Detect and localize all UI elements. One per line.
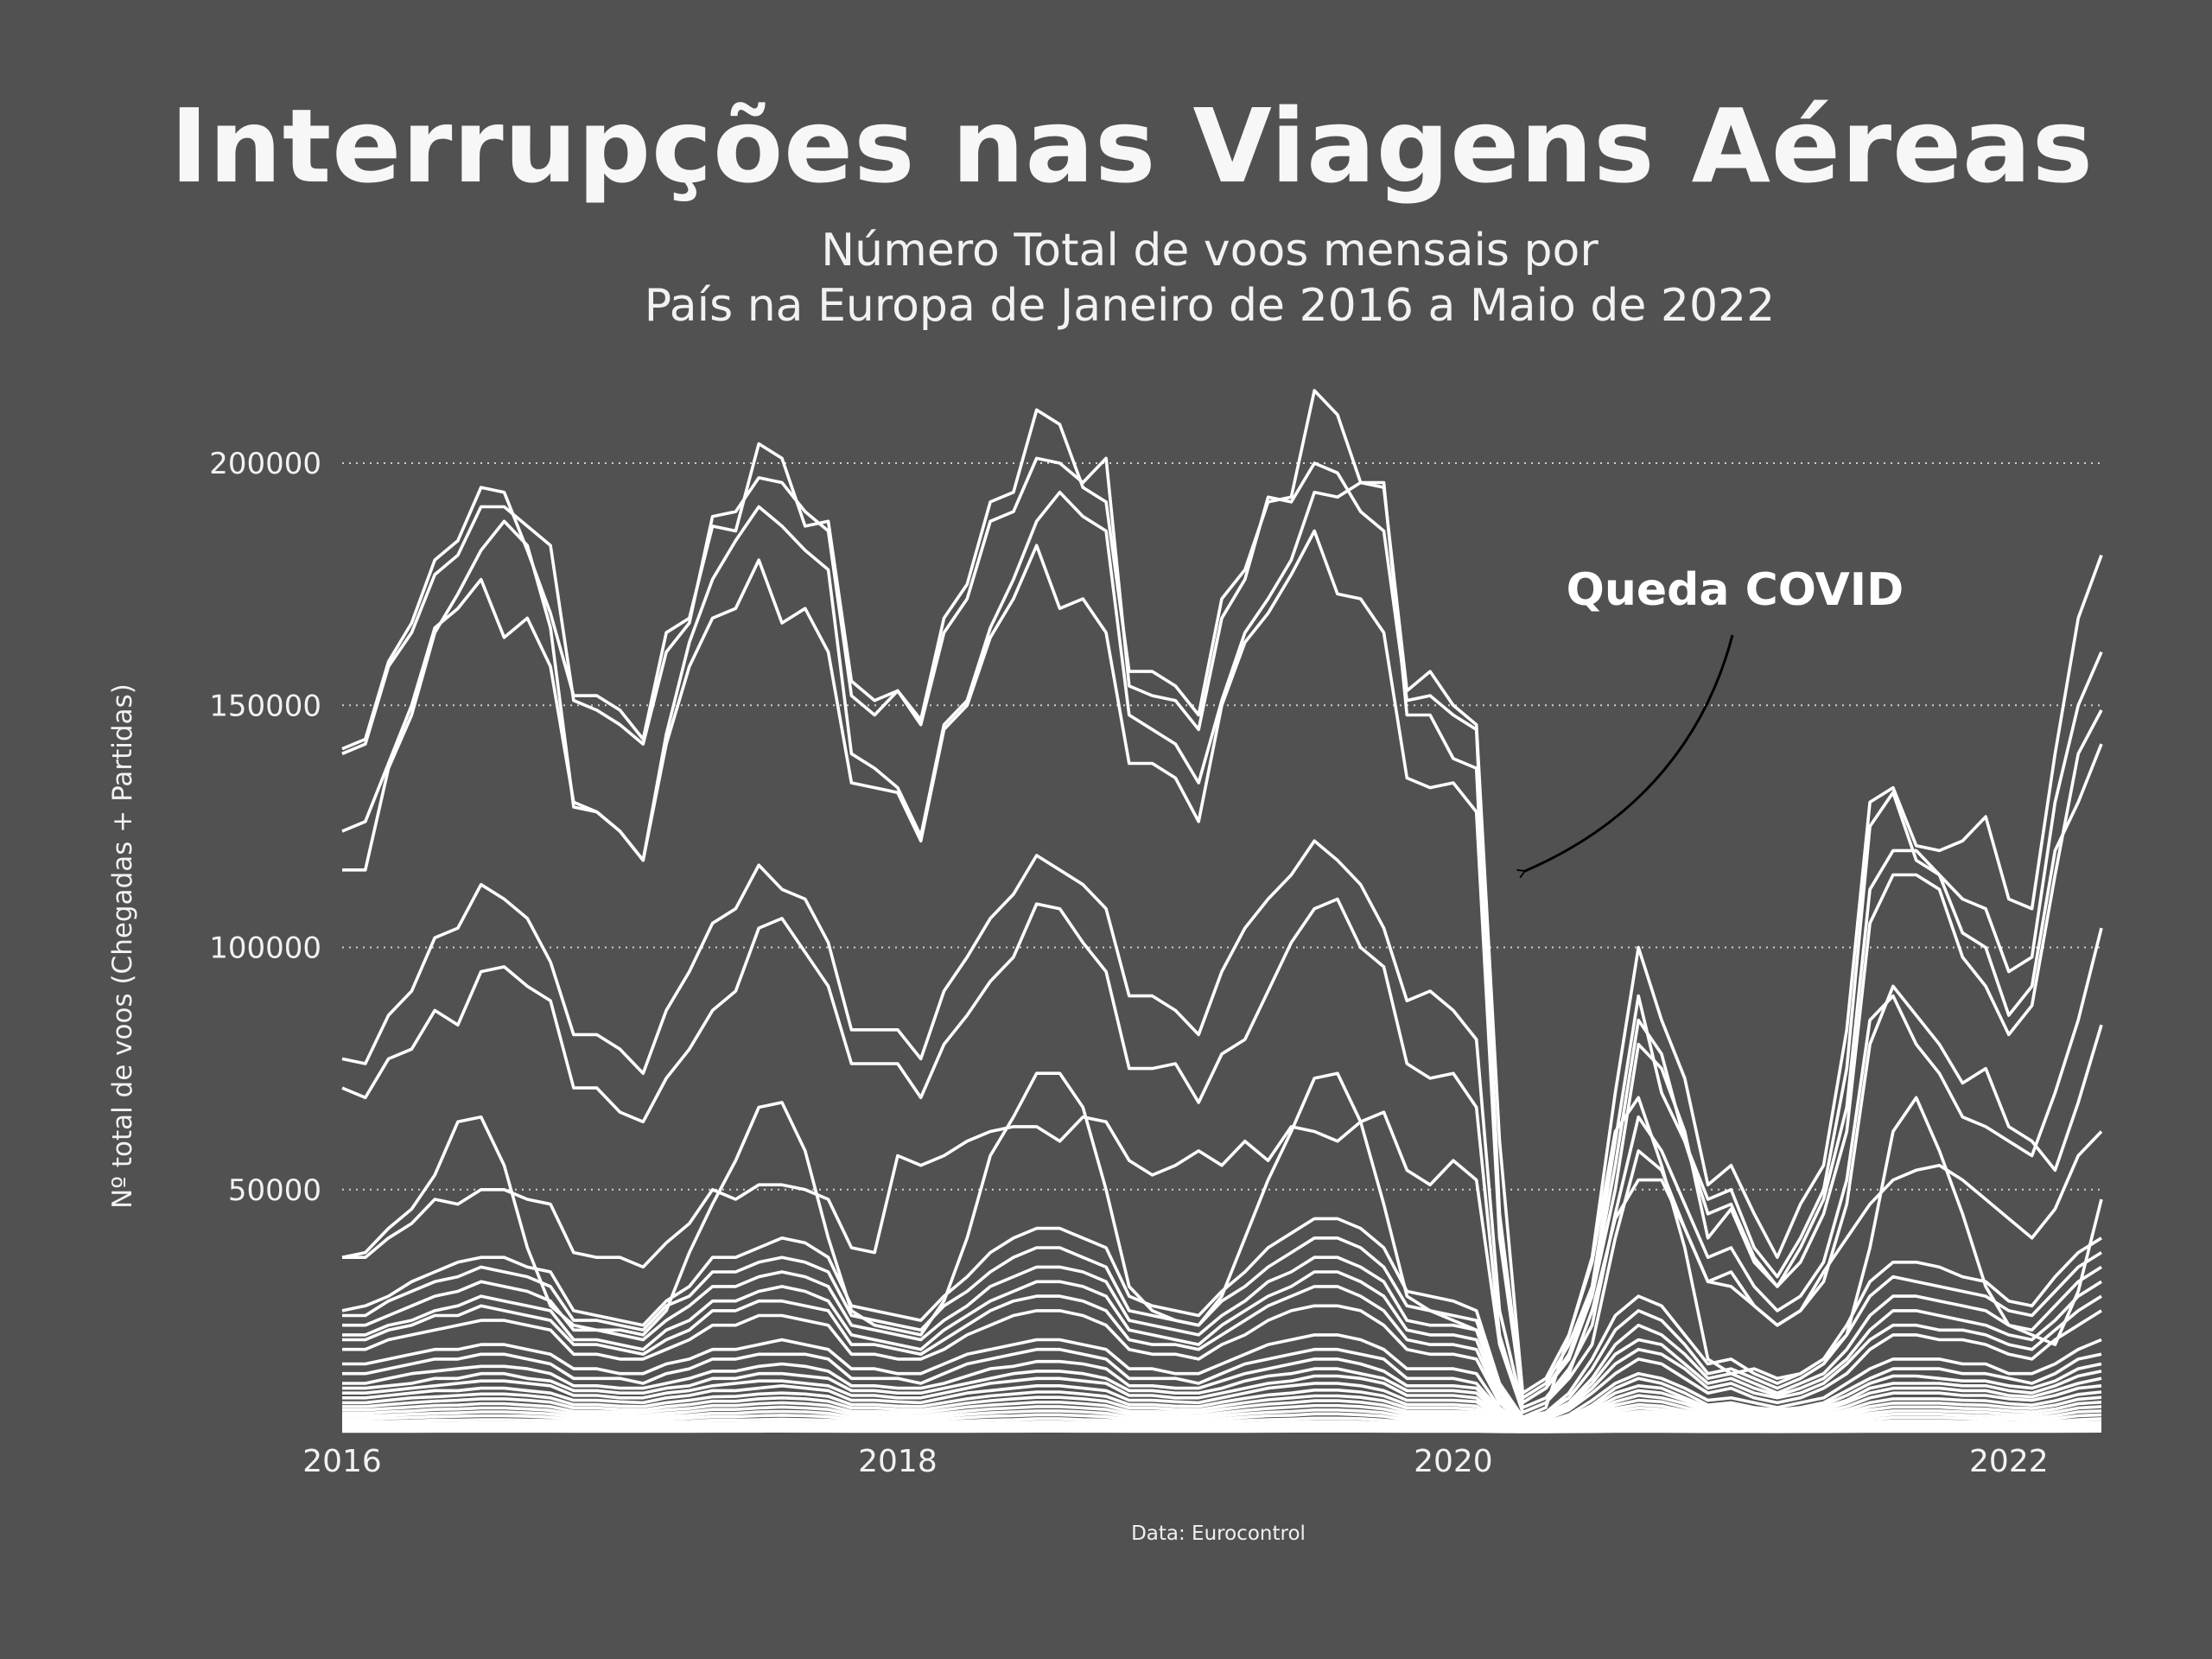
series-line-9 xyxy=(341,1217,2102,1419)
series-line-24 xyxy=(342,1403,2102,1431)
series-line-11 xyxy=(342,1255,2102,1421)
chart-title: Interrupções nas Viagens Aéreas xyxy=(169,86,2094,206)
x-axis-ticks: 2016 2018 2020 2022 xyxy=(302,1444,2048,1479)
series-line-4 xyxy=(342,480,2103,1405)
series-lines xyxy=(341,389,2103,1433)
series-line-2 xyxy=(341,456,2103,1400)
x-tick-label: 2018 xyxy=(858,1444,938,1479)
series-line-6 xyxy=(341,897,2103,1414)
series-line-18 xyxy=(342,1367,2102,1428)
y-tick-label: 200000 xyxy=(209,447,321,481)
source-note: Data: Eurocontrol xyxy=(1131,1522,1306,1545)
series-line-8 xyxy=(342,1110,2103,1414)
series-line-17 xyxy=(342,1357,2102,1428)
y-tick-label: 50000 xyxy=(228,1173,321,1208)
x-tick-label: 2016 xyxy=(302,1444,382,1479)
annotation-arrow xyxy=(1516,634,1734,879)
series-line-13 xyxy=(342,1285,2102,1424)
subtitle-line-1: Número Total de voos mensais por xyxy=(821,225,1599,276)
x-tick-label: 2022 xyxy=(1969,1444,2049,1479)
series-line-22 xyxy=(342,1394,2102,1430)
y-axis-ticks: 50000 100000 150000 200000 xyxy=(209,447,321,1208)
series-line-10 xyxy=(342,1236,2102,1419)
chart-subtitle: Número Total de voos mensais por País na… xyxy=(562,223,1858,334)
y-tick-label: 100000 xyxy=(209,931,321,966)
series-line-21 xyxy=(342,1389,2102,1430)
annotation-label: Queda COVID xyxy=(1567,564,1904,616)
y-tick-label: 150000 xyxy=(209,689,321,723)
series-line-20 xyxy=(342,1382,2102,1429)
subtitle-line-2: País na Europa de Janeiro de 2016 a Maio… xyxy=(644,280,1776,332)
series-line-23 xyxy=(342,1399,2102,1431)
series-line-1 xyxy=(341,389,2103,1395)
series-line-19 xyxy=(342,1374,2102,1429)
series-line-3 xyxy=(341,529,2103,1405)
series-line-12 xyxy=(342,1270,2102,1423)
series-line-15 xyxy=(342,1333,2102,1427)
series-line-14 xyxy=(342,1304,2102,1425)
series-line-5 xyxy=(341,839,2103,1409)
x-tick-label: 2020 xyxy=(1414,1444,1493,1479)
series-line-16 xyxy=(342,1347,2102,1427)
y-axis-label: Nº total de voos (Chegadas + Partidas) xyxy=(107,683,138,1209)
